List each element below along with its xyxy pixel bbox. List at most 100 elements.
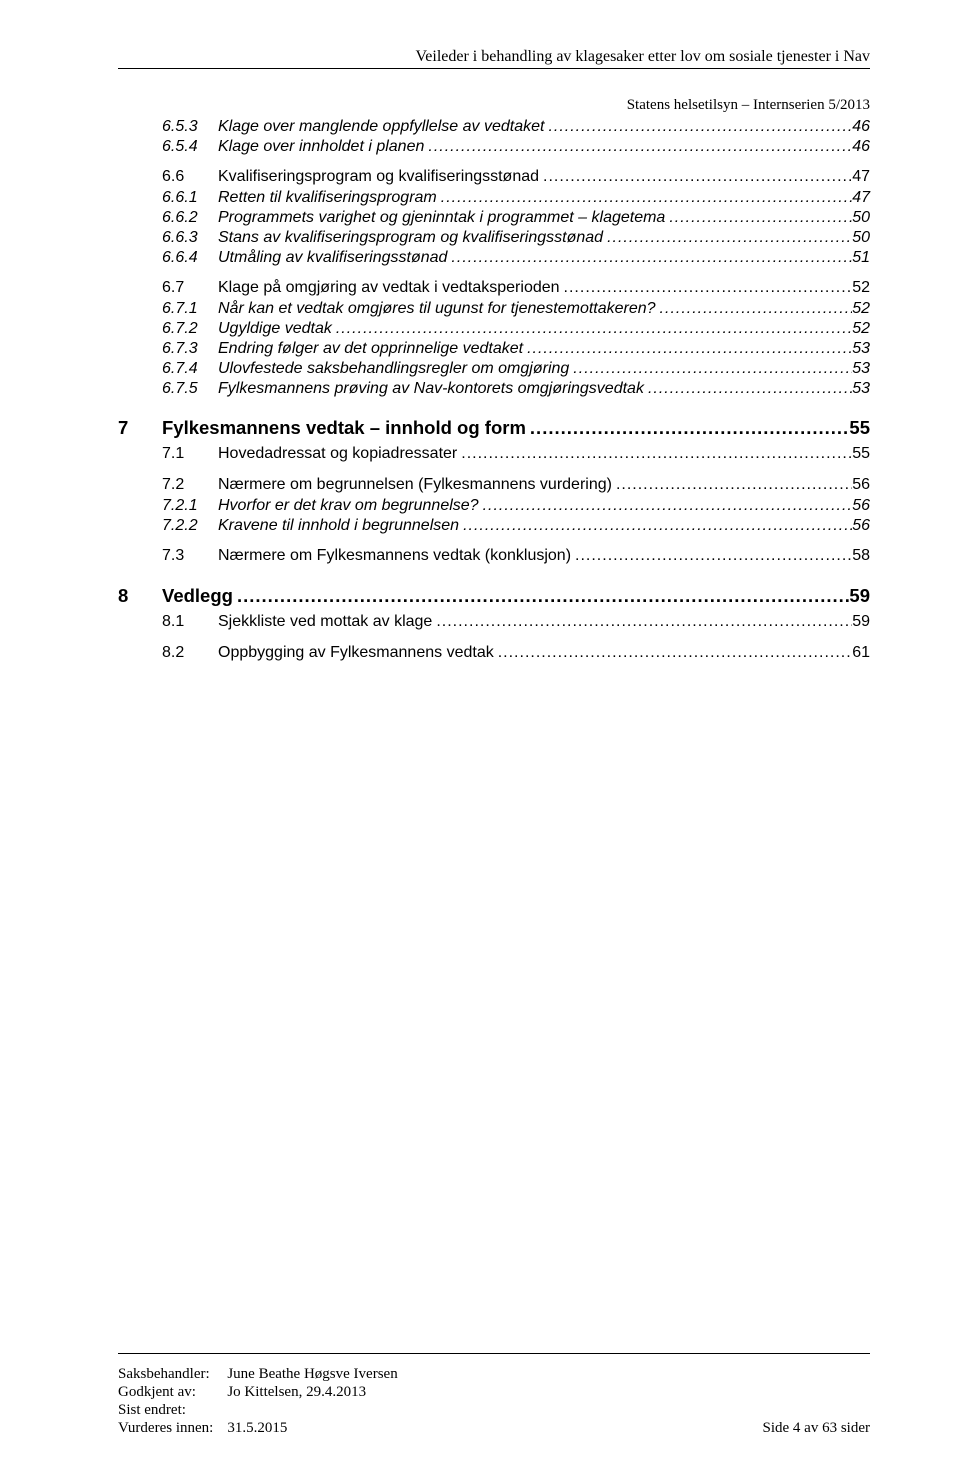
toc-entry: 6.6Kvalifiseringsprogram og kvalifiserin… [118,168,870,186]
toc-page: 52 [852,300,870,318]
toc-leader [523,340,852,358]
toc-entry: 8Vedlegg59 [118,585,870,607]
toc-number: 6.6 [162,168,218,186]
toc-entry: 6.7.5Fylkesmannens prøving av Nav-kontor… [118,380,870,398]
toc-label: Utmåling av kvalifiseringsstønad [218,249,447,267]
toc-number: 7 [118,417,162,439]
toc-page: 59 [849,585,870,607]
toc-page: 46 [852,118,870,136]
toc-leader [560,279,853,297]
toc-entry: 6.6.2Programmets varighet og gjeninntak … [118,209,870,227]
toc-number: 6.6.3 [162,229,218,247]
toc-number: 6.7.3 [162,340,218,358]
toc-entry: 7.3Nærmere om Fylkesmannens vedtak (konk… [118,547,870,565]
toc-label: Oppbygging av Fylkesmannens vedtak [218,644,494,662]
toc-entry: 7.2.1Hvorfor er det krav om begrunnelse?… [118,497,870,515]
toc-number: 7.2 [162,476,218,494]
toc-page: 50 [852,209,870,227]
toc-number: 6.7 [162,279,218,297]
toc-page: 50 [852,229,870,247]
toc-number: 6.5.4 [162,138,218,156]
toc-entry: 6.7.1Når kan et vedtak omgjøres til ugun… [118,300,870,318]
toc-page: 56 [852,476,870,494]
toc-label: Kvalifiseringsprogram og kvalifiseringss… [218,168,539,186]
toc-page: 55 [849,417,870,439]
toc-entry: 8.1Sjekkliste ved mottak av klage59 [118,613,870,631]
toc-number: 6.7.2 [162,320,218,338]
toc-number: 6.6.2 [162,209,218,227]
document-page: Veileder i behandling av klagesaker ette… [0,0,960,1481]
table-of-contents: 6.5.3Klage over manglende oppfyllelse av… [118,118,870,662]
toc-leader [665,209,852,227]
toc-leader [424,138,852,156]
toc-label: Kravene til innhold i begrunnelsen [218,517,459,535]
toc-label: Fylkesmannens vedtak – innhold og form [162,417,526,439]
toc-entry: 6.7.3Endring følger av det opprinnelige … [118,340,870,358]
footer-label: Godkjent av: [118,1384,213,1401]
footer-rule [118,1353,870,1354]
toc-leader [479,497,853,515]
toc-leader [603,229,852,247]
toc-number: 8.2 [162,644,218,662]
toc-label: Retten til kvalifiseringsprogram [218,189,437,207]
header-subtitle: Statens helsetilsyn – Internserien 5/201… [118,97,870,114]
footer-label: Vurderes innen: [118,1420,213,1437]
toc-page: 56 [852,517,870,535]
toc-entry: 6.7.2Ugyldige vedtak52 [118,320,870,338]
toc-leader [612,476,852,494]
toc-leader [457,445,852,463]
toc-leader [459,517,852,535]
toc-number: 6.6.4 [162,249,218,267]
toc-leader [526,417,850,439]
toc-page: 53 [852,340,870,358]
toc-entry: 6.7.4Ulovfestede saksbehandlingsregler o… [118,360,870,378]
toc-leader [332,320,852,338]
toc-leader [437,189,852,207]
footer-value [227,1402,397,1419]
toc-entry: 7.1Hovedadressat og kopiadressater55 [118,445,870,463]
toc-label: Sjekkliste ved mottak av klage [218,613,432,631]
toc-leader [447,249,852,267]
toc-number: 7.2.2 [162,517,218,535]
toc-label: Hvorfor er det krav om begrunnelse? [218,497,479,515]
toc-leader [233,585,849,607]
toc-page: 58 [852,547,870,565]
toc-label: Klage på omgjøring av vedtak i vedtakspe… [218,279,560,297]
toc-entry: 8.2Oppbygging av Fylkesmannens vedtak 61 [118,644,870,662]
toc-number: 6.7.5 [162,380,218,398]
toc-label: Hovedadressat og kopiadressater [218,445,457,463]
toc-entry: 6.6.4Utmåling av kvalifiseringsstønad51 [118,249,870,267]
toc-page: 47 [852,168,870,186]
toc-page: 61 [852,644,870,662]
toc-leader [656,300,853,318]
toc-page: 47 [852,189,870,207]
toc-page: 46 [852,138,870,156]
page-footer: Saksbehandler:June Beathe Høgsve Iversen… [118,1345,870,1437]
toc-label: Endring følger av det opprinnelige vedta… [218,340,523,358]
header-rule [118,68,870,69]
toc-label: Programmets varighet og gjeninntak i pro… [218,209,665,227]
toc-entry: 7.2Nærmere om begrunnelsen (Fylkesmannen… [118,476,870,494]
toc-number: 7.1 [162,445,218,463]
toc-entry: 7.2.2Kravene til innhold i begrunnelsen 5… [118,517,870,535]
toc-entry: 7Fylkesmannens vedtak – innhold og form 5… [118,417,870,439]
toc-leader [432,613,852,631]
toc-label: Ugyldige vedtak [218,320,332,338]
toc-number: 6.6.1 [162,189,218,207]
toc-leader [494,644,852,662]
toc-leader [569,360,852,378]
toc-number: 7.3 [162,547,218,565]
toc-label: Ulovfestede saksbehandlingsregler om omg… [218,360,569,378]
toc-label: Stans av kvalifiseringsprogram og kvalif… [218,229,603,247]
toc-number: 8.1 [162,613,218,631]
footer-value: June Beathe Høgsve Iversen [227,1366,397,1383]
footer-label: Sist endret: [118,1402,213,1419]
toc-page: 52 [852,279,870,297]
toc-label: Vedlegg [162,585,233,607]
toc-number: 6.5.3 [162,118,218,136]
footer-meta: Saksbehandler:June Beathe Høgsve Iversen… [118,1366,398,1437]
toc-entry: 6.6.3Stans av kvalifiseringsprogram og k… [118,229,870,247]
header-title: Veileder i behandling av klagesaker ette… [118,48,870,66]
toc-label: Nærmere om begrunnelsen (Fylkesmannens v… [218,476,612,494]
toc-label: Klage over manglende oppfyllelse av vedt… [218,118,544,136]
